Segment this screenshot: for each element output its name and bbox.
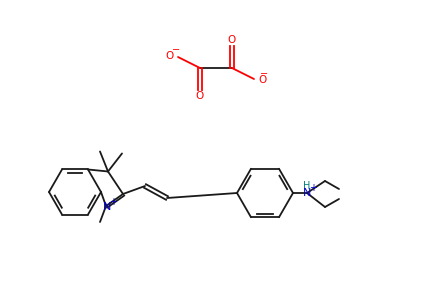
Text: O: O: [166, 51, 174, 61]
Text: N: N: [103, 202, 111, 212]
Text: +: +: [109, 197, 117, 207]
Text: O: O: [258, 75, 266, 85]
Text: N: N: [302, 188, 310, 198]
Text: −: −: [172, 45, 180, 55]
Text: O: O: [227, 35, 236, 45]
Text: H: H: [303, 181, 310, 191]
Text: +: +: [308, 183, 316, 193]
Text: −: −: [259, 69, 267, 79]
Text: O: O: [195, 91, 204, 101]
